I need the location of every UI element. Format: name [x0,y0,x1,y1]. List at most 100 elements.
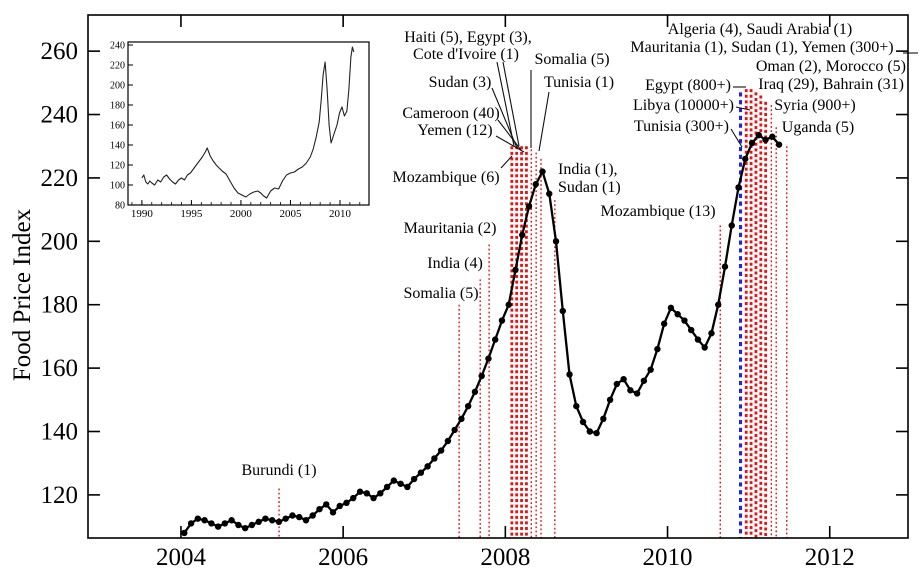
data-point [735,184,742,191]
y-tick-label: 220 [41,165,79,192]
annotation-label: Algeria (4), Saudi Arabia (1) [667,21,853,38]
pointer-line [500,155,513,169]
y-tick-label: 200 [41,228,79,255]
annotation-label: Sudan (1) [558,179,621,196]
data-point [343,499,350,507]
data-point [255,518,262,526]
data-point [566,371,573,378]
data-point [377,490,384,497]
pointer-line [735,106,751,111]
data-point [694,336,702,343]
data-point [323,501,330,508]
inset-x-tick-label: 2010 [329,208,352,220]
data-point [289,512,296,519]
y-tick-label: 260 [41,38,79,65]
inset-y-tick-label: 220 [110,61,125,72]
annotation-label: Cote d'Ivoire (1) [413,46,519,63]
annotation-label: Oman (2), Morocco (5) [755,58,906,75]
data-point [681,317,688,324]
annotation-label: Mauritania (2) [403,220,497,237]
data-point [181,529,188,537]
data-point [546,190,553,197]
pointer-line [495,135,525,153]
x-tick-label: 2004 [156,544,207,571]
x-tick-label: 2010 [643,544,693,571]
data-point [660,320,668,327]
inset-curve-line [141,46,355,199]
data-point [316,505,323,513]
pointer-line [491,87,518,149]
data-point [437,447,445,454]
data-point [762,136,769,144]
data-point [235,521,242,529]
data-point [194,515,202,522]
annotation-label: Syria (900+) [774,97,856,114]
y-tick-label: 180 [41,292,79,319]
pointer-line [730,128,743,148]
inset-y-tick-label: 180 [110,101,125,112]
y-tick-label: 140 [41,418,79,445]
data-point [715,301,722,308]
inset-x-tick-label: 1990 [131,208,154,220]
data-point [721,263,729,270]
y-tick-label: 120 [41,482,79,509]
data-point [573,402,580,410]
data-point [600,415,607,423]
data-point [586,428,594,435]
axes: 2004 2006 2008 2010 2012 120 140 160 180 200 220 24… [41,14,909,571]
inset-y-tick-label: 100 [110,181,125,192]
data-point [208,520,215,527]
x-tick-label: 2006 [318,544,368,571]
data-point [775,141,783,148]
annotation-label: Mauritania (1), Sudan (1), Yemen (300+) [630,39,894,56]
data-point [633,390,641,397]
data-point [444,437,452,445]
data-point [201,517,208,524]
inset-y-tick-label: 140 [110,141,125,152]
inset-y-tick-label: 200 [110,81,125,92]
inset-y-tick-label: 160 [110,121,125,132]
data-point [552,238,560,245]
data-point [667,304,675,312]
data-point [647,366,654,373]
data-point [728,222,735,229]
inset-x-tick-label: 1995 [180,208,203,220]
annotation-label: India (1), [558,161,618,178]
data-point [302,517,310,524]
data-point [458,415,465,423]
data-point [214,523,222,530]
data-point [505,301,512,308]
data-point [268,517,276,524]
data-point [579,418,587,426]
data-point [532,181,539,188]
data-point [620,375,627,383]
annotation-label: Mozambique (13) [600,203,716,220]
riot-lines [278,89,788,538]
data-point [519,231,526,239]
data-point [383,483,391,491]
data-point [451,426,458,434]
data-point [356,488,364,495]
data-point [397,480,404,487]
data-point [309,512,316,519]
data-point [742,155,749,163]
data-point [748,139,756,147]
annotation-label: Haiti (5), Egypt (3), [404,29,532,46]
annotation-label: Sudan (3) [428,74,492,91]
annotation-label: India (4) [427,255,483,272]
annotation-label: Iraq (29), Bahrain (31) [758,76,904,93]
data-point [654,345,661,353]
data-point [228,517,235,524]
data-point [593,429,600,437]
data-point [329,509,337,516]
pointer-lines [491,52,918,169]
data-point [708,330,715,337]
data-points [181,131,783,537]
data-point [390,477,398,484]
data-point [701,344,708,351]
annotation-label: Tunisia (1) [543,74,615,91]
data-point [640,377,648,384]
data-point [769,133,776,140]
data-point [248,521,256,529]
